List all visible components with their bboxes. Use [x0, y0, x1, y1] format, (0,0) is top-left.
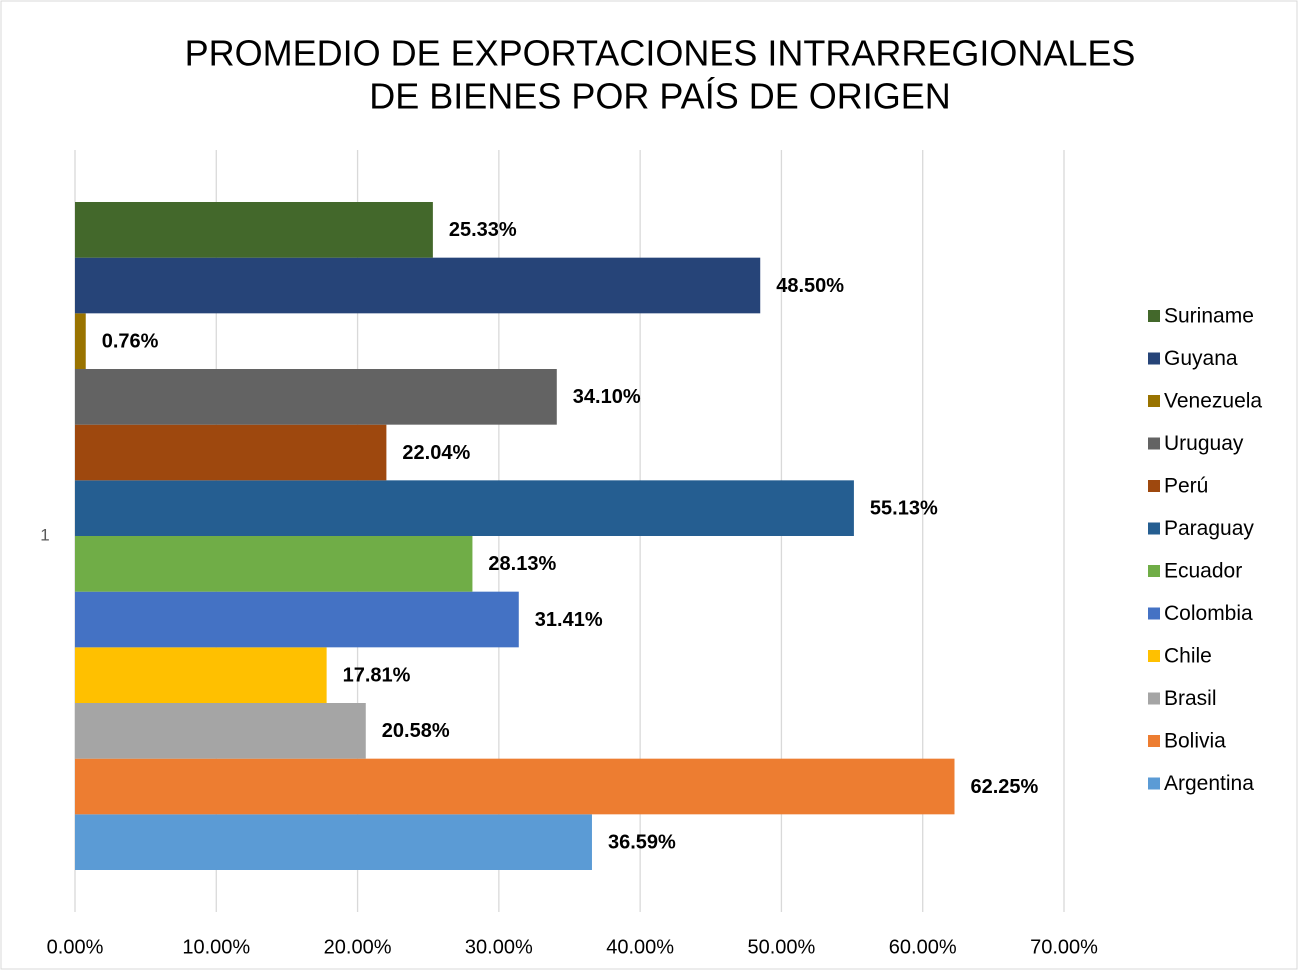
legend-swatch [1148, 352, 1160, 365]
data-label: 55.13% [870, 497, 938, 519]
x-tick-label: 0.00% [47, 936, 104, 958]
legend-swatch [1148, 692, 1160, 705]
legend-swatch [1148, 735, 1160, 747]
legend-label: Uruguay [1164, 432, 1244, 455]
bar [75, 369, 557, 425]
data-label: 48.50% [776, 275, 844, 297]
legend-swatch [1148, 607, 1160, 620]
legend-swatch [1148, 565, 1160, 577]
data-label: 36.59% [608, 831, 676, 853]
bar [75, 703, 366, 759]
x-tick-label: 20.00% [324, 936, 392, 958]
legend-label: Colombia [1164, 602, 1253, 625]
bar [75, 202, 433, 258]
data-label: 20.58% [382, 720, 450, 742]
chart-title: PROMEDIO DE EXPORTACIONES INTRARREGIONAL… [185, 33, 1136, 74]
x-tick-label: 10.00% [182, 936, 250, 958]
data-label: 17.81% [343, 664, 411, 686]
legend-swatch [1148, 650, 1160, 662]
legend-swatch [1148, 777, 1160, 790]
bar [75, 424, 387, 481]
data-label: 28.13% [488, 553, 556, 575]
legend-label: Ecuador [1164, 560, 1242, 583]
bar [75, 647, 327, 703]
bar [75, 591, 519, 648]
legend-swatch [1148, 395, 1160, 407]
legend-label: Paraguay [1164, 517, 1254, 540]
legend-swatch [1148, 310, 1160, 322]
data-label: 22.04% [402, 442, 470, 464]
data-label: 31.41% [535, 609, 603, 631]
legend-label: Suriname [1164, 305, 1254, 328]
x-tick-label: 30.00% [465, 936, 533, 958]
x-tick-label: 70.00% [1030, 936, 1098, 958]
legend-label: Chile [1164, 645, 1212, 668]
data-label: 62.25% [971, 776, 1039, 798]
bar [75, 480, 854, 536]
bar [75, 814, 592, 870]
data-label: 34.10% [573, 386, 641, 408]
data-label: 0.76% [102, 330, 159, 352]
x-tick-label: 50.00% [748, 936, 816, 958]
bar [75, 313, 86, 369]
legend-label: Argentina [1164, 772, 1254, 795]
bar [75, 758, 955, 815]
bar [75, 257, 761, 314]
legend-label: Bolivia [1164, 730, 1226, 753]
y-tick-label: 1 [40, 525, 49, 544]
legend-label: Brasil [1164, 687, 1217, 710]
bar [75, 536, 473, 592]
legend-swatch [1148, 522, 1160, 535]
legend-swatch [1148, 480, 1160, 492]
data-label: 25.33% [449, 219, 517, 241]
legend-label: Perú [1164, 475, 1208, 498]
x-tick-label: 60.00% [889, 936, 957, 958]
legend-label: Guyana [1164, 347, 1238, 370]
chart-title: DE BIENES POR PAÍS DE ORIGEN [369, 76, 950, 117]
legend-swatch [1148, 437, 1160, 450]
legend-label: Venezuela [1164, 390, 1262, 413]
x-tick-label: 40.00% [606, 936, 674, 958]
